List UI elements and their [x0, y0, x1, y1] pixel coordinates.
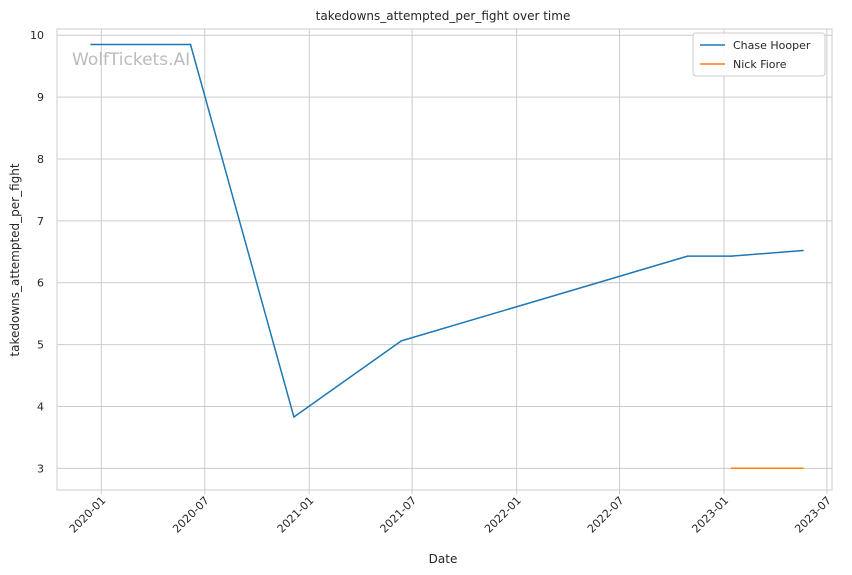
data-point-nick-fiore	[730, 467, 733, 470]
y-tick-label: 9	[37, 91, 44, 104]
x-axis-label: Date	[429, 552, 458, 566]
plot-area	[56, 28, 833, 491]
data-point-chase-hooper	[730, 255, 733, 257]
watermark: WolfTickets.AI	[72, 50, 190, 70]
y-tick-label: 6	[37, 277, 44, 290]
x-tick-label: 2022-07	[585, 494, 627, 536]
legend-label-nick-fiore: Nick Fiore	[733, 58, 787, 71]
x-tick-label: 2020-01	[67, 494, 109, 536]
data-point-chase-hooper	[293, 416, 295, 418]
y-tick-labels: 3 4 5 6 7 8 9 10	[30, 29, 44, 475]
x-tick-label: 2020-07	[170, 494, 212, 536]
y-tick-label: 7	[37, 215, 44, 228]
data-point-chase-hooper	[802, 249, 804, 252]
x-tick-label: 2023-01	[689, 494, 731, 536]
x-tick-label: 2021-07	[378, 494, 420, 536]
grid	[57, 29, 832, 490]
y-tick-label: 10	[30, 29, 44, 42]
y-tick-label: 3	[37, 462, 44, 475]
chart-title: takedowns_attempted_per_fight over time	[316, 9, 571, 23]
x-tick-label: 2023-07	[792, 494, 834, 536]
y-tick-label: 4	[37, 400, 44, 413]
series-line-chase-hooper	[91, 43, 804, 418]
x-tick-label: 2021-01	[275, 494, 317, 536]
data-point-chase-hooper	[686, 255, 689, 257]
y-tick-label: 8	[37, 153, 44, 166]
x-tick-labels: 2020-01 2020-07 2021-01 2021-07 2022-01 2022-…	[67, 490, 834, 536]
x-tick-label: 2022-01	[482, 494, 524, 536]
data-point-chase-hooper	[400, 340, 403, 342]
legend-label-chase-hooper: Chase Hooper	[733, 39, 811, 52]
data-point-chase-hooper	[90, 43, 92, 46]
series-group	[90, 43, 804, 470]
y-tick-label: 5	[37, 339, 44, 352]
legend-box	[692, 32, 826, 77]
data-point-chase-hooper	[189, 43, 192, 46]
data-point-nick-fiore	[802, 467, 804, 470]
y-axis-label: takedowns_attempted_per_fight	[8, 163, 22, 356]
legend: Chase Hooper Nick Fiore	[692, 32, 826, 77]
